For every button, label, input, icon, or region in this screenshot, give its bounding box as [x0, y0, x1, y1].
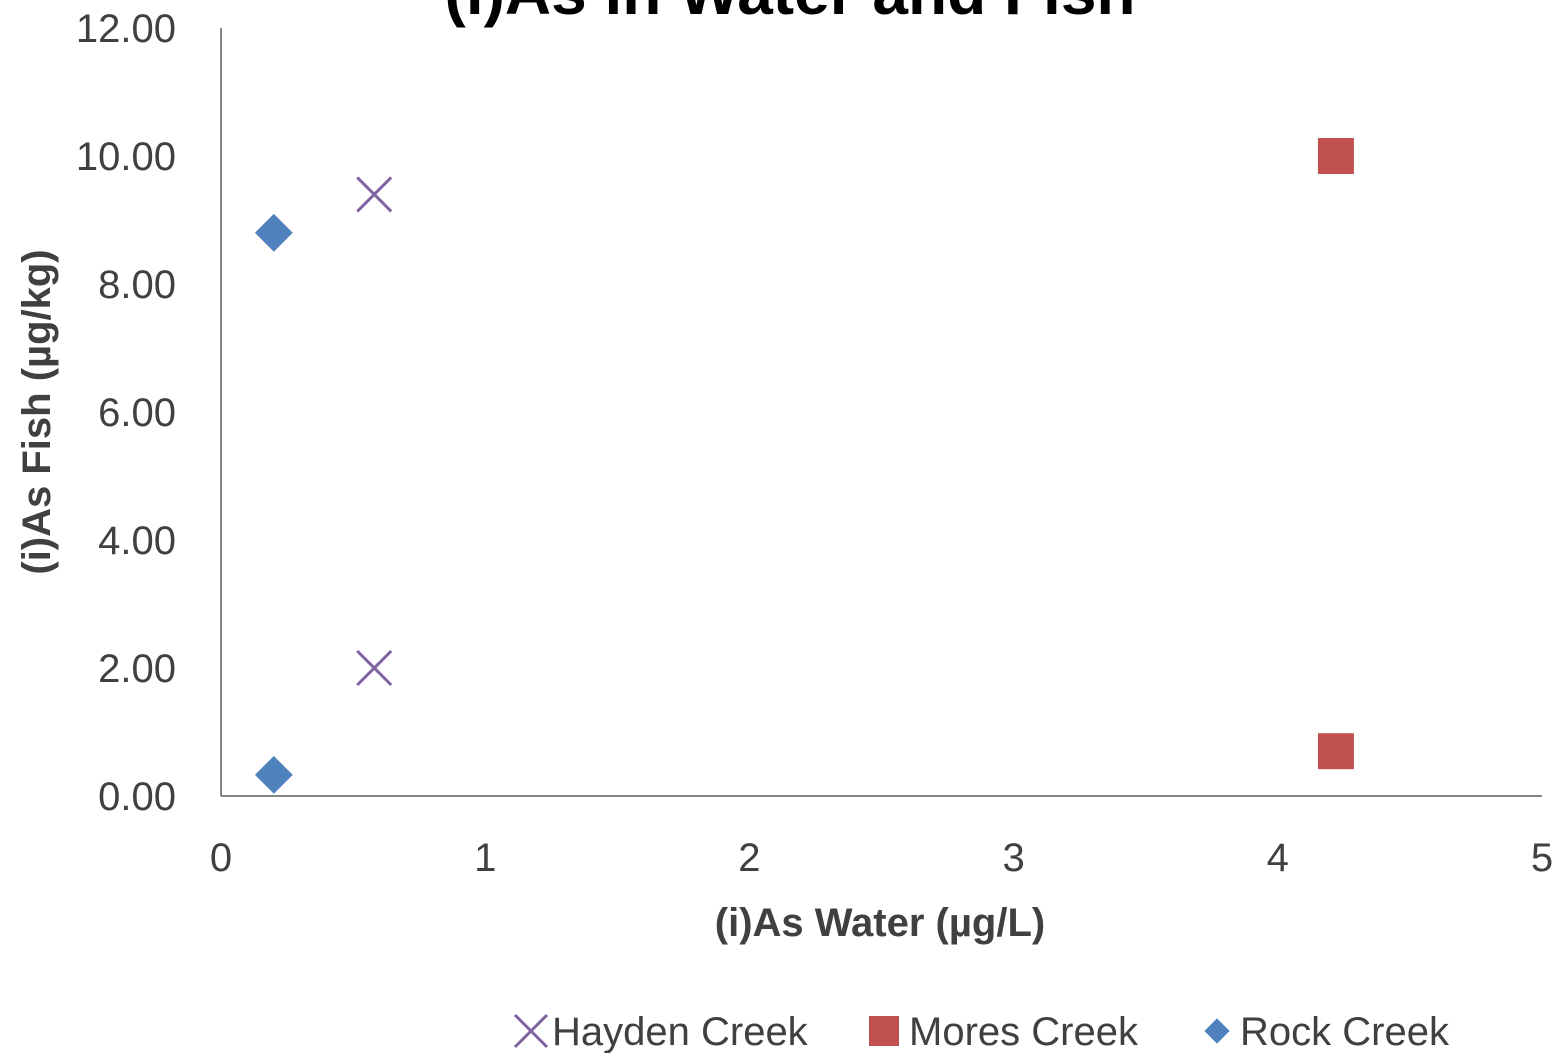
data-point-rock-creek [254, 755, 293, 794]
x-axis-title: (i)As Water (µg/L) [715, 901, 1045, 945]
data-point-rock-creek [254, 213, 293, 252]
y-axis-title: (i)As Fish (µg/kg) [15, 249, 59, 574]
y-tick-label: 12.00 [76, 7, 176, 51]
x-tick-label: 2 [738, 836, 760, 880]
data-point-mores-creek [1317, 733, 1354, 770]
y-tick-label: 10.00 [76, 135, 176, 179]
chart-title: (i)As in Water and Fish [445, 0, 1136, 28]
x-tick-label: 0 [210, 836, 232, 880]
legend-marker-rock-creek [1204, 1018, 1230, 1044]
y-axis-ticks: 0.00 2.00 4.00 6.00 8.00 10.00 12.00 [76, 7, 176, 819]
x-tick-label: 3 [1002, 836, 1024, 880]
x-tick-label: 5 [1531, 836, 1553, 880]
legend-marker-hayden-creek [513, 1013, 549, 1049]
x-axis-ticks: 0 1 2 3 4 5 [210, 836, 1553, 880]
x-tick-label: 1 [474, 836, 496, 880]
y-tick-label: 8.00 [98, 263, 176, 307]
y-tick-label: 4.00 [98, 519, 176, 563]
data-point-hayden-creek [356, 176, 393, 213]
legend-label-rock-creek: Rock Creek [1240, 1010, 1450, 1053]
y-tick-label: 0.00 [98, 775, 176, 819]
data-point-mores-creek [1317, 138, 1354, 174]
legend-label-mores-creek: Mores Creek [909, 1010, 1139, 1053]
legend-marker-mores-creek [869, 1016, 899, 1046]
data-point-hayden-creek [356, 649, 393, 687]
plot-points [254, 138, 1354, 794]
legend-label-hayden-creek: Hayden Creek [552, 1010, 809, 1053]
x-tick-label: 4 [1267, 836, 1289, 880]
y-tick-label: 2.00 [98, 647, 176, 691]
legend: Hayden Creek Mores Creek Rock Creek [513, 1010, 1450, 1053]
y-tick-label: 6.00 [98, 391, 176, 435]
